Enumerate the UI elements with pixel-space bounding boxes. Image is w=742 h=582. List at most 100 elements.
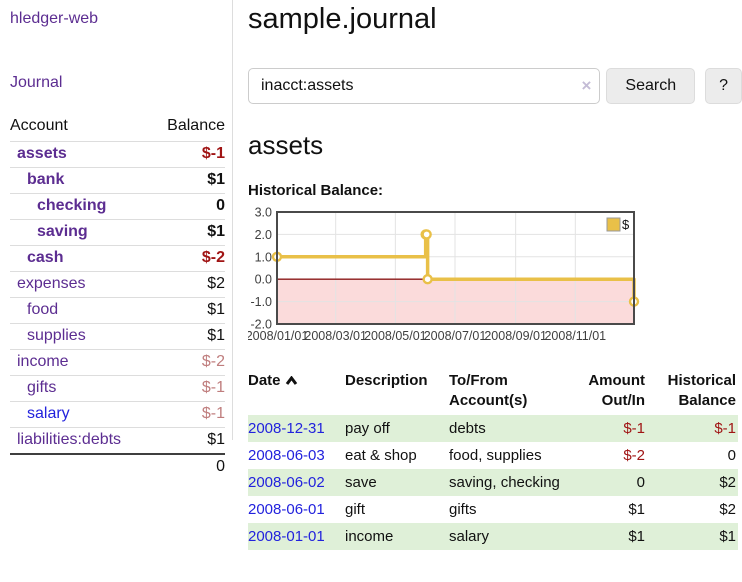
transaction-accounts: saving, checking: [449, 474, 560, 491]
transaction-accounts: debts: [449, 420, 486, 437]
account-link[interactable]: food: [27, 301, 59, 318]
svg-text:2008/03/01: 2008/03/01: [304, 329, 367, 343]
transaction-balance: $2: [719, 474, 736, 491]
account-row: bank $1: [10, 167, 225, 194]
transaction-amount: 0: [636, 474, 645, 491]
account-row: liabilities:debts $1: [10, 427, 225, 455]
transaction-date-link[interactable]: 2008-06-03: [248, 447, 325, 464]
svg-text:-2.0: -2.0: [250, 318, 272, 332]
transaction-balance: $1: [719, 528, 736, 545]
register-header-accounts[interactable]: To/From Account(s): [449, 372, 528, 409]
transaction-row: 2008-06-03 eat & shop food, supplies $-2 0: [248, 442, 738, 469]
transaction-row: 2008-01-01 income salary $1 $1: [248, 523, 738, 550]
help-button[interactable]: ?: [705, 68, 742, 104]
chart-canvas: $3.0 2.0 1.0 0.0 -1.0 -2.02008/01/012008/03/0…: [246, 206, 640, 343]
account-link[interactable]: expenses: [17, 275, 86, 292]
svg-text:2008/01/01: 2008/01/01: [248, 329, 308, 343]
sidebar: hledger-web Journal Account Balance asse…: [0, 0, 232, 480]
account-balance: $1: [207, 301, 225, 318]
account-balance: $-2: [201, 353, 225, 370]
transaction-amount: $1: [628, 501, 645, 518]
register-header-amount[interactable]: Amount Out/In: [588, 372, 645, 409]
accounts-header-balance: Balance: [167, 117, 225, 134]
chart-title: Historical Balance:: [248, 182, 384, 199]
transaction-row: 2008-06-01 gift gifts $1 $2: [248, 496, 738, 523]
transaction-date-link[interactable]: 2008-06-02: [248, 474, 325, 491]
transaction-amount: $-1: [623, 420, 645, 437]
svg-text:3.0: 3.0: [255, 207, 272, 220]
account-link[interactable]: supplies: [27, 327, 86, 344]
search-form: × Search ?: [248, 68, 742, 104]
account-balance: $1: [207, 431, 225, 448]
account-balance: $-2: [201, 249, 225, 266]
transaction-balance: $2: [719, 501, 736, 518]
register-header-date[interactable]: Date: [248, 369, 345, 415]
app-title-link[interactable]: hledger-web: [10, 10, 99, 27]
register-header-description[interactable]: Description: [345, 372, 428, 389]
svg-text:2008/07/01: 2008/07/01: [424, 329, 487, 343]
chart-legend: $: [606, 217, 630, 232]
account-balance: $-1: [201, 145, 225, 162]
account-row: supplies $1: [10, 323, 225, 350]
account-row: income $-2: [10, 349, 225, 376]
account-balance: $2: [207, 275, 225, 292]
svg-text:-1.0: -1.0: [250, 295, 272, 309]
transaction-balance: 0: [727, 447, 736, 464]
sidebar-divider: [232, 0, 233, 440]
transaction-amount: $1: [628, 528, 645, 545]
main-content: sample.journal × Search ? assets Histori…: [246, 0, 742, 550]
svg-text:2008/11/01: 2008/11/01: [544, 329, 606, 343]
account-balance: 0: [216, 197, 225, 214]
account-link[interactable]: bank: [27, 171, 65, 188]
account-row: expenses $2: [10, 271, 225, 298]
accounts-header-account: Account: [10, 117, 68, 134]
page-title: sample.journal: [248, 3, 437, 35]
historical-balance-chart: $3.0 2.0 1.0 0.0 -1.0 -2.0 2008/01/01 2008/03/0…: [246, 206, 742, 352]
svg-text:2008/05/01: 2008/05/01: [364, 329, 427, 343]
search-button[interactable]: Search: [606, 68, 696, 104]
account-balance: $1: [207, 327, 225, 344]
accounts-total-balance: 0: [216, 458, 225, 475]
transaction-description: pay off: [345, 420, 390, 437]
account-row: cash $-2: [10, 245, 225, 272]
account-link[interactable]: salary: [27, 405, 70, 422]
svg-text:$: $: [622, 217, 630, 232]
account-row: checking 0: [10, 193, 225, 220]
search-input[interactable]: [248, 68, 601, 104]
account-link[interactable]: income: [17, 353, 69, 370]
register-table: Date Description To/From Account(s) Amou…: [248, 369, 738, 550]
transaction-amount: $-2: [623, 447, 645, 464]
sort-ascending-icon: [285, 376, 297, 385]
transaction-description: gift: [345, 501, 366, 518]
account-row: gifts $-1: [10, 375, 225, 402]
account-link[interactable]: liabilities:debts: [17, 431, 122, 448]
transaction-description: income: [345, 528, 394, 545]
account-link[interactable]: saving: [37, 223, 88, 240]
account-balance: $1: [207, 223, 225, 240]
transaction-accounts: food, supplies: [449, 447, 542, 464]
account-link[interactable]: assets: [17, 145, 67, 162]
svg-text:1.0: 1.0: [255, 250, 272, 264]
register-header-balance[interactable]: Historical Balance: [667, 372, 736, 409]
transaction-accounts: gifts: [449, 501, 477, 518]
account-row: salary $-1: [10, 401, 225, 428]
account-row: saving $1: [10, 219, 225, 246]
transaction-date-link[interactable]: 2008-06-01: [248, 501, 325, 518]
account-link[interactable]: cash: [27, 249, 64, 266]
transaction-description: save: [345, 474, 377, 491]
svg-text:2008/09/01: 2008/09/01: [484, 329, 547, 343]
search-box: ×: [248, 68, 601, 104]
account-heading: assets: [248, 130, 324, 160]
account-link[interactable]: checking: [37, 197, 107, 214]
transaction-date-link[interactable]: 2008-12-31: [248, 420, 325, 437]
transaction-description: eat & shop: [345, 447, 417, 464]
transaction-row: 2008-12-31 pay off debts $-1 $-1: [248, 415, 738, 442]
account-row: assets $-1: [10, 141, 225, 168]
transaction-date-link[interactable]: 2008-01-01: [248, 528, 325, 545]
account-link[interactable]: gifts: [27, 379, 57, 396]
sidebar-item-journal[interactable]: Journal: [10, 74, 63, 91]
clear-search-icon[interactable]: ×: [581, 76, 592, 95]
svg-text:0.0: 0.0: [255, 273, 272, 287]
transaction-balance: $-1: [714, 420, 736, 437]
